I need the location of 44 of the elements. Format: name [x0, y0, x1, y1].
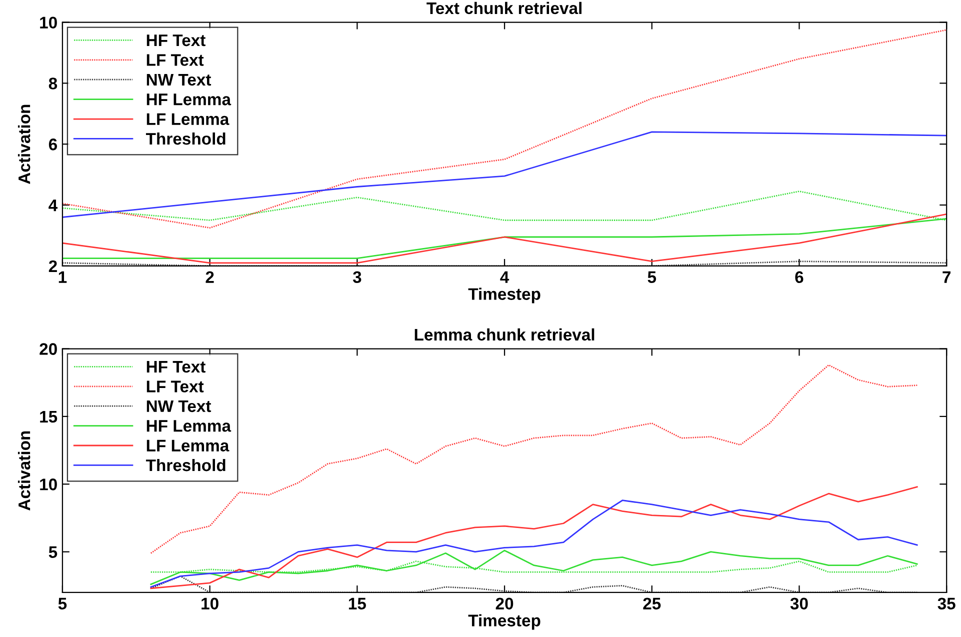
legend-label: Threshold [146, 132, 226, 145]
x-axis-title: Timestep [468, 288, 540, 304]
x-tick-label: 15 [348, 598, 366, 610]
chart-title: Lemma chunk retrieval [414, 328, 594, 341]
y-tick-label: 5 [48, 546, 58, 558]
legend-label: LF Lemma [146, 113, 230, 126]
legend-label: LF Lemma [146, 440, 230, 452]
legend-label: NW Text [146, 400, 212, 412]
legend-label: HF Text [146, 361, 206, 373]
x-tick-label: 35 [938, 598, 956, 610]
x-tick-label: 7 [942, 271, 950, 283]
x-tick-label: 6 [795, 271, 804, 284]
legend-label: HF Lemma [146, 420, 232, 432]
legend-label: HF Text [146, 34, 206, 46]
x-tick-label: 25 [643, 598, 661, 610]
chart-title: Text chunk retrieval [426, 2, 582, 14]
x-tick-label: 1 [58, 271, 67, 283]
x-tick-label: 10 [202, 598, 218, 610]
legend-label: Threshold [146, 458, 226, 472]
legend-label: LF Text [146, 380, 204, 392]
x-tick-label: 20 [496, 598, 514, 610]
x-tick-label: 5 [58, 598, 67, 610]
y-tick-label: 2 [48, 260, 57, 272]
legend-label: NW Text [146, 74, 212, 86]
x-tick-label: 30 [790, 598, 808, 610]
x-tick-label: 5 [648, 271, 656, 284]
y-tick-label: 6 [48, 138, 57, 150]
x-tick-label: 3 [352, 271, 362, 284]
x-tick-label: 2 [206, 271, 214, 283]
x-axis-title: Timestep [468, 614, 540, 630]
legend-label: HF Lemma [146, 94, 232, 106]
line-series [150, 575, 918, 592]
legend-label: LF Text [146, 54, 204, 66]
y-tick-label: 4 [48, 200, 58, 212]
line-series [62, 131, 947, 218]
y-tick-label: 20 [40, 343, 57, 355]
y-tick-label: 15 [40, 411, 58, 423]
y-axis-title: Activation [18, 104, 30, 184]
x-tick-label: 4 [500, 271, 510, 283]
y-tick-label: 10 [40, 16, 57, 28]
y-axis-title: Activation [18, 431, 30, 510]
y-tick-label: 8 [48, 78, 58, 90]
line-series [62, 29, 947, 229]
y-tick-label: 10 [40, 478, 57, 490]
